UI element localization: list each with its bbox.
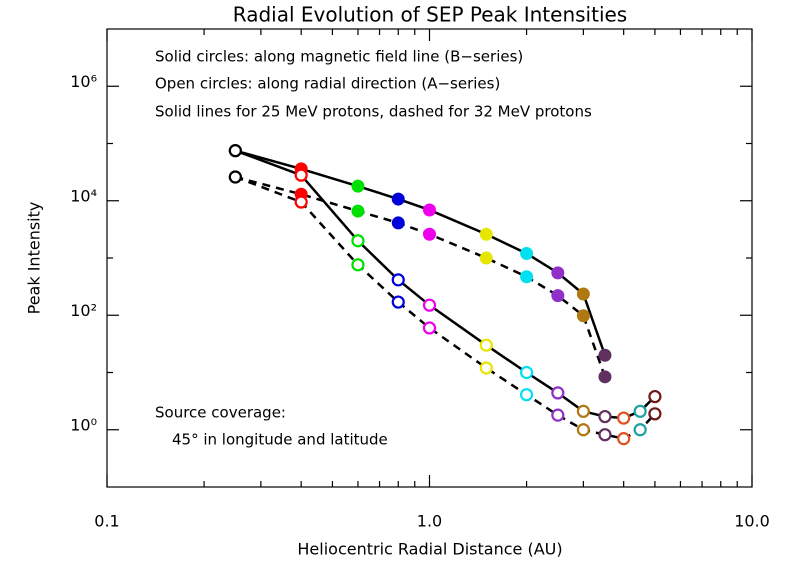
x-tick-label: 1.0	[417, 512, 442, 531]
filled-point	[520, 246, 534, 260]
filled-point	[598, 348, 612, 362]
series-line	[235, 149, 607, 356]
filled-point	[423, 203, 436, 217]
open-point	[617, 432, 631, 446]
filled-point	[351, 179, 365, 193]
open-point	[648, 389, 662, 404]
open-point	[633, 404, 647, 418]
open-point	[294, 168, 308, 182]
filled-point	[520, 270, 534, 284]
filled-point	[551, 289, 565, 303]
open-point	[576, 404, 590, 418]
filled-point	[479, 251, 493, 265]
filled-point	[576, 309, 590, 323]
open-point	[648, 407, 662, 421]
filled-point	[598, 370, 612, 384]
open-point	[351, 234, 365, 248]
open-point	[294, 195, 308, 209]
annotation: Solid lines for 25 MeV protons, dashed f…	[155, 103, 592, 121]
filled-point	[391, 216, 405, 230]
open-point	[519, 388, 534, 402]
y-tick-label: 10⁶	[70, 72, 97, 91]
open-point	[351, 258, 365, 272]
open-point	[391, 273, 405, 287]
open-point	[228, 144, 242, 158]
note: 45° in longitude and latitude	[172, 431, 388, 449]
filled-point	[351, 204, 365, 218]
annotation: Open circles: along radial direction (A−…	[155, 75, 500, 93]
y-axis-label: Peak Intensity	[25, 202, 44, 315]
x-axis-label: Heliocentric Radial Distance (AU)	[297, 540, 562, 559]
y-tick-label: 10⁰	[70, 415, 97, 434]
filled-point	[423, 227, 436, 241]
open-point	[576, 423, 590, 437]
open-point	[422, 321, 437, 335]
open-point	[479, 338, 493, 352]
x-tick-label: 10.0	[734, 512, 770, 531]
y-tick-label: 10⁴	[70, 186, 97, 205]
open-point	[617, 411, 631, 425]
open-point	[633, 423, 647, 437]
note: Source coverage:	[155, 404, 286, 422]
open-point	[551, 408, 565, 422]
open-point	[479, 361, 493, 375]
open-point	[598, 409, 612, 424]
open-point	[519, 365, 534, 380]
x-tick-label: 0.1	[94, 512, 119, 531]
chart-title: Radial Evolution of SEP Peak Intensities	[233, 3, 627, 27]
open-point	[598, 428, 612, 442]
y-tick-label: 10²	[70, 301, 97, 320]
filled-point	[391, 192, 405, 206]
filled-point	[576, 287, 590, 301]
open-point	[391, 295, 405, 309]
open-point	[422, 298, 437, 312]
annotation: Solid circles: along magnetic field line…	[155, 48, 523, 66]
open-point	[228, 170, 242, 184]
filled-point	[479, 227, 493, 241]
filled-point	[551, 266, 565, 280]
open-point	[551, 386, 565, 400]
